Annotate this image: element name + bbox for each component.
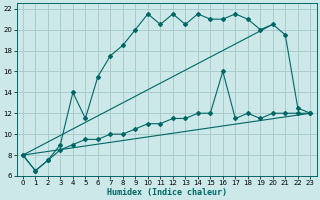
X-axis label: Humidex (Indice chaleur): Humidex (Indice chaleur) bbox=[107, 188, 227, 197]
